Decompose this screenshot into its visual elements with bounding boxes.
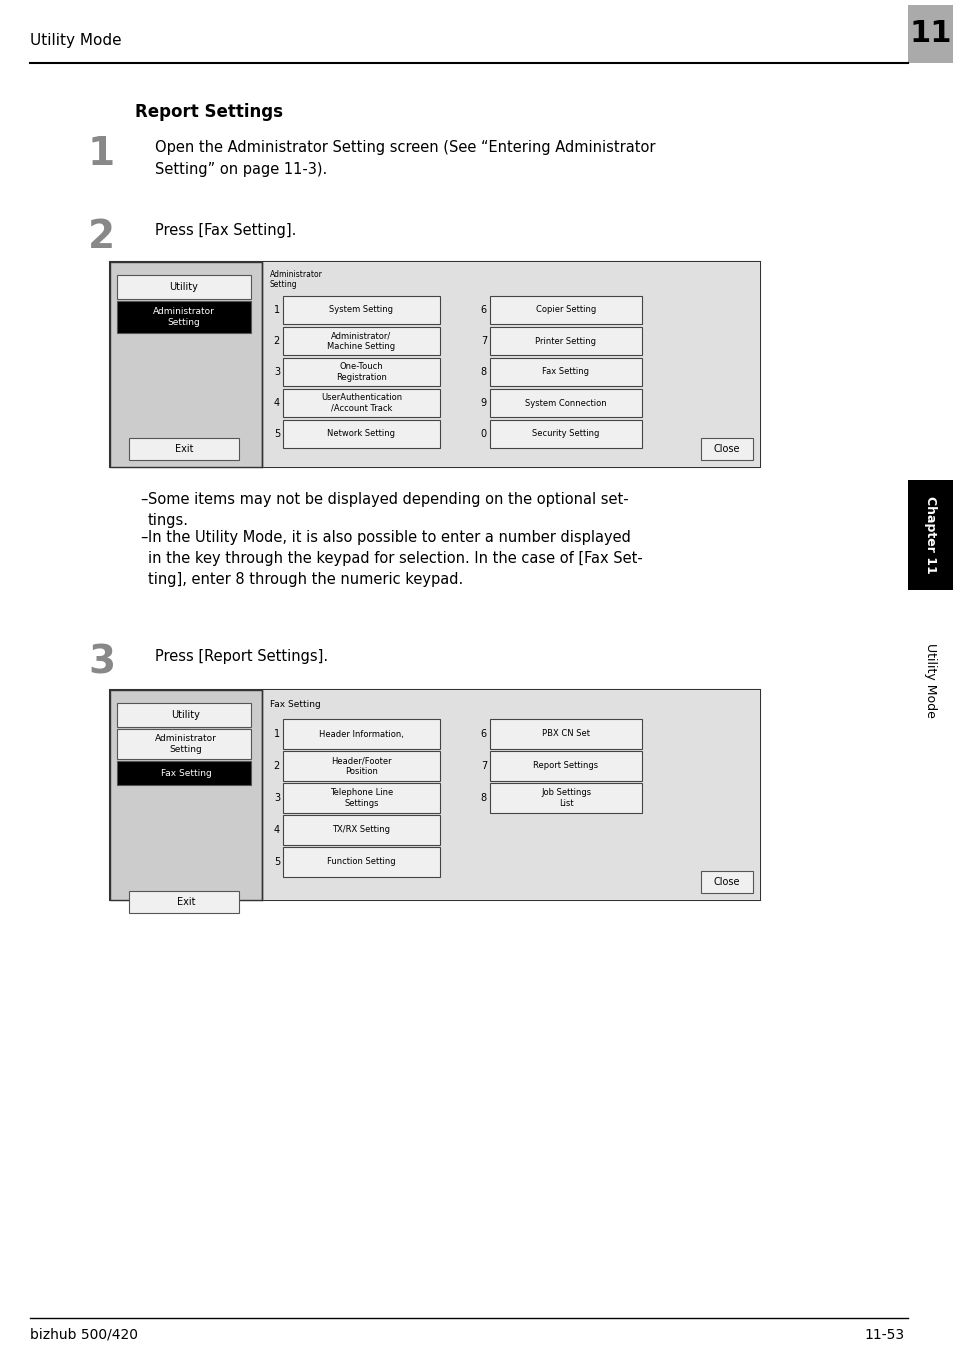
FancyBboxPatch shape (283, 358, 439, 387)
Text: Close: Close (713, 877, 740, 887)
FancyBboxPatch shape (490, 420, 641, 448)
Text: Fax Setting: Fax Setting (270, 700, 320, 708)
FancyBboxPatch shape (283, 815, 439, 845)
FancyBboxPatch shape (283, 327, 439, 356)
Text: Utility Mode: Utility Mode (30, 32, 121, 47)
Text: 5: 5 (274, 857, 280, 867)
Text: 8: 8 (480, 794, 486, 803)
FancyBboxPatch shape (490, 327, 641, 356)
FancyBboxPatch shape (700, 871, 752, 894)
FancyBboxPatch shape (490, 296, 641, 324)
Bar (907, 480, 953, 589)
Text: 1: 1 (274, 729, 280, 740)
FancyBboxPatch shape (129, 438, 239, 460)
Text: 4: 4 (274, 397, 280, 408)
FancyBboxPatch shape (490, 389, 641, 416)
FancyBboxPatch shape (283, 719, 439, 749)
Text: UserAuthentication
/Account Track: UserAuthentication /Account Track (320, 393, 401, 412)
Text: Header Information,: Header Information, (318, 730, 403, 738)
FancyBboxPatch shape (490, 783, 641, 813)
Text: Header/Footer
Position: Header/Footer Position (331, 756, 392, 776)
Text: Fax Setting: Fax Setting (160, 768, 212, 777)
Bar (262, 262, 760, 466)
Text: 11-53: 11-53 (864, 1328, 904, 1343)
Text: Report Settings: Report Settings (135, 103, 283, 120)
Text: Function Setting: Function Setting (327, 857, 395, 867)
Text: Open the Administrator Setting screen (See “Entering Administrator
Setting” on p: Open the Administrator Setting screen (S… (154, 141, 655, 177)
Text: Telephone Line
Settings: Telephone Line Settings (330, 788, 393, 807)
Text: Administrator/
Machine Setting: Administrator/ Machine Setting (327, 331, 395, 350)
FancyBboxPatch shape (283, 296, 439, 324)
Text: 2: 2 (274, 761, 280, 771)
FancyBboxPatch shape (117, 761, 251, 786)
Text: 3: 3 (274, 794, 280, 803)
Text: Some items may not be displayed depending on the optional set-
tings.: Some items may not be displayed dependin… (148, 492, 628, 529)
Text: Press [Report Settings].: Press [Report Settings]. (154, 649, 328, 664)
Text: PBX CN Set: PBX CN Set (541, 730, 589, 738)
FancyBboxPatch shape (700, 438, 752, 460)
Text: 11: 11 (909, 19, 951, 49)
Text: Report Settings: Report Settings (533, 761, 598, 771)
Text: Utility Mode: Utility Mode (923, 642, 937, 718)
Text: Chapter 11: Chapter 11 (923, 496, 937, 573)
FancyBboxPatch shape (117, 301, 251, 333)
Text: 2: 2 (88, 218, 115, 256)
Bar (110, 262, 262, 466)
FancyBboxPatch shape (490, 750, 641, 781)
Text: 9: 9 (480, 397, 486, 408)
FancyBboxPatch shape (283, 783, 439, 813)
Text: 1: 1 (88, 135, 115, 173)
Text: 7: 7 (480, 337, 486, 346)
Text: Network Setting: Network Setting (327, 430, 395, 438)
Bar (262, 690, 760, 900)
FancyBboxPatch shape (117, 274, 251, 299)
Text: 4: 4 (274, 825, 280, 836)
Text: Administrator
Setting: Administrator Setting (152, 307, 214, 327)
Bar (110, 262, 760, 466)
FancyBboxPatch shape (490, 358, 641, 387)
Text: 5: 5 (274, 429, 280, 439)
Text: 1: 1 (274, 306, 280, 315)
Text: –: – (140, 492, 147, 507)
Bar (907, 5, 953, 64)
Text: Exit: Exit (174, 443, 193, 454)
FancyBboxPatch shape (490, 719, 641, 749)
FancyBboxPatch shape (117, 729, 251, 758)
Text: Press [Fax Setting].: Press [Fax Setting]. (154, 223, 296, 238)
Text: System Setting: System Setting (329, 306, 393, 315)
Text: –: – (140, 530, 147, 545)
Text: Close: Close (713, 443, 740, 454)
Text: Utility: Utility (172, 710, 200, 721)
Text: 6: 6 (480, 729, 486, 740)
Bar (110, 690, 262, 900)
FancyBboxPatch shape (129, 891, 239, 913)
Text: System Connection: System Connection (525, 399, 606, 407)
Text: In the Utility Mode, it is also possible to enter a number displayed
in the key : In the Utility Mode, it is also possible… (148, 530, 642, 587)
Text: Administrator
Setting: Administrator Setting (155, 734, 216, 754)
FancyBboxPatch shape (283, 420, 439, 448)
Text: Administrator
Setting: Administrator Setting (270, 270, 322, 289)
Text: TX/RX Setting: TX/RX Setting (333, 826, 390, 834)
Text: 6: 6 (480, 306, 486, 315)
Text: Copier Setting: Copier Setting (536, 306, 596, 315)
Text: bizhub 500/420: bizhub 500/420 (30, 1328, 138, 1343)
FancyBboxPatch shape (117, 703, 251, 727)
Text: 3: 3 (88, 644, 115, 681)
Text: 0: 0 (480, 429, 486, 439)
Text: Utility: Utility (170, 283, 198, 292)
Text: 3: 3 (274, 366, 280, 377)
FancyBboxPatch shape (283, 846, 439, 877)
FancyBboxPatch shape (283, 750, 439, 781)
Text: 8: 8 (480, 366, 486, 377)
Text: One-Touch
Registration: One-Touch Registration (335, 362, 387, 381)
Text: Fax Setting: Fax Setting (542, 368, 589, 376)
Text: Printer Setting: Printer Setting (535, 337, 596, 346)
Text: 7: 7 (480, 761, 486, 771)
Bar (110, 690, 760, 900)
Text: Security Setting: Security Setting (532, 430, 599, 438)
Text: 2: 2 (274, 337, 280, 346)
Text: Exit: Exit (176, 896, 195, 907)
FancyBboxPatch shape (283, 389, 439, 416)
Text: Job Settings
List: Job Settings List (540, 788, 591, 807)
